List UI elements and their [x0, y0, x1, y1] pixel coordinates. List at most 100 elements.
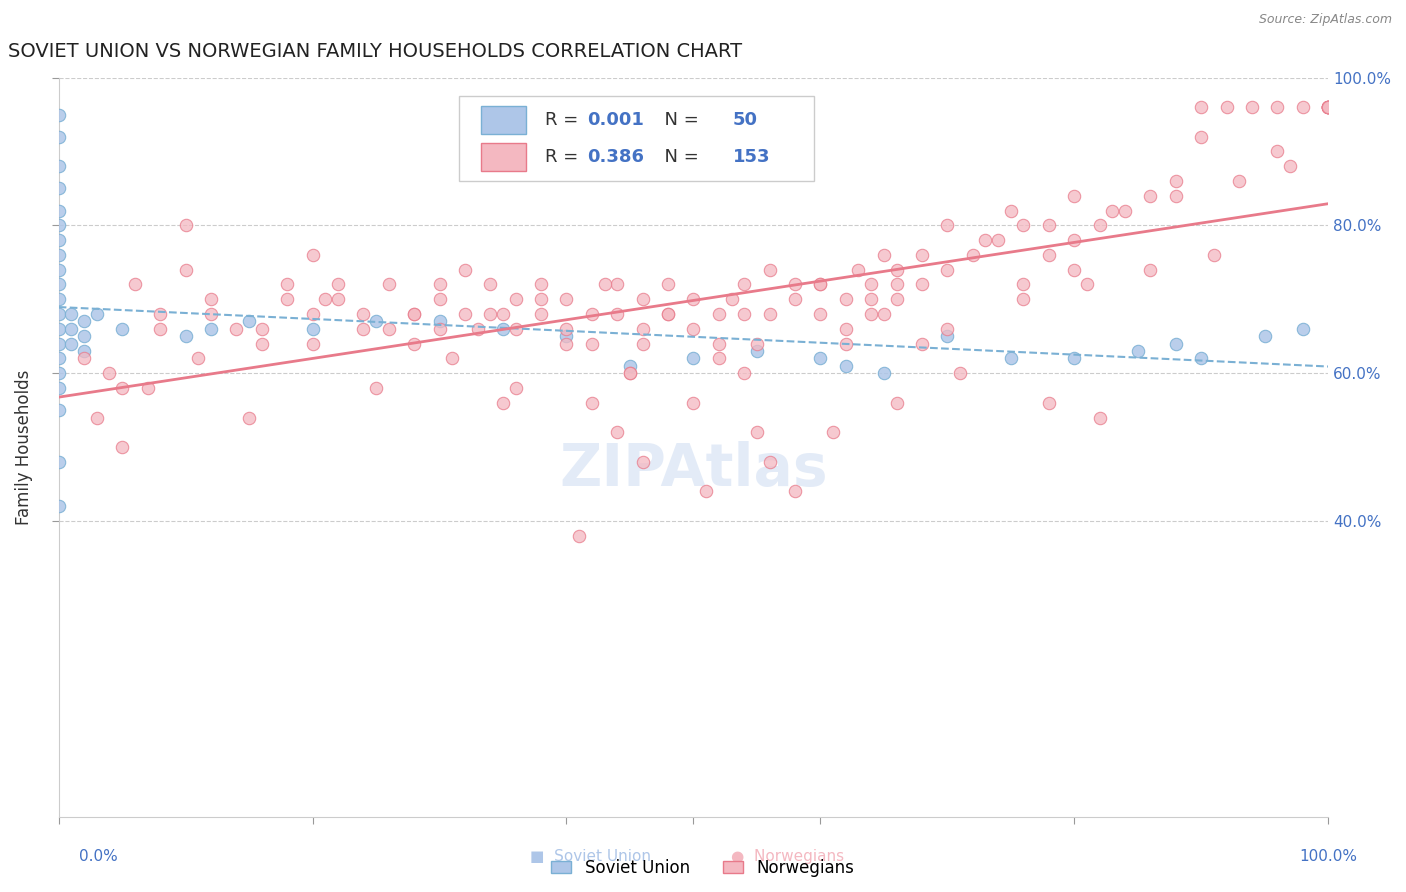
- Point: [707, 351, 730, 366]
- Point: [631, 455, 654, 469]
- Point: [149, 307, 172, 321]
- Point: [530, 277, 553, 292]
- Point: [492, 322, 515, 336]
- Point: [758, 455, 780, 469]
- Point: [720, 293, 742, 307]
- Point: [936, 329, 959, 343]
- Point: [1253, 329, 1275, 343]
- Text: 100.0%: 100.0%: [1299, 849, 1358, 863]
- Text: 0.0%: 0.0%: [79, 849, 118, 863]
- Point: [250, 336, 273, 351]
- Point: [492, 307, 515, 321]
- Point: [1317, 100, 1340, 114]
- Point: [1038, 395, 1060, 409]
- Point: [758, 262, 780, 277]
- Point: [745, 343, 768, 358]
- Point: [808, 277, 831, 292]
- Point: [873, 307, 896, 321]
- Point: [48, 203, 70, 218]
- Point: [1215, 100, 1237, 114]
- FancyBboxPatch shape: [481, 105, 526, 134]
- Point: [657, 277, 679, 292]
- Point: [1063, 233, 1085, 247]
- Y-axis label: Family Households: Family Households: [15, 369, 32, 524]
- Point: [783, 484, 806, 499]
- Point: [631, 322, 654, 336]
- Point: [733, 277, 755, 292]
- Point: [429, 322, 451, 336]
- Point: [98, 366, 121, 380]
- Point: [187, 351, 209, 366]
- Point: [808, 277, 831, 292]
- Point: [936, 322, 959, 336]
- Point: [111, 440, 134, 454]
- Point: [505, 322, 527, 336]
- Point: [1139, 262, 1161, 277]
- Point: [886, 395, 908, 409]
- Point: [352, 322, 374, 336]
- Point: [860, 277, 883, 292]
- Point: [1279, 159, 1302, 173]
- Point: [492, 395, 515, 409]
- Point: [238, 410, 260, 425]
- Point: [1088, 219, 1111, 233]
- Point: [250, 322, 273, 336]
- Point: [1012, 277, 1035, 292]
- Point: [631, 293, 654, 307]
- Point: [581, 336, 603, 351]
- Point: [1076, 277, 1098, 292]
- Point: [200, 307, 222, 321]
- Point: [555, 322, 578, 336]
- Point: [136, 381, 159, 395]
- Point: [682, 395, 704, 409]
- Point: [1164, 189, 1187, 203]
- Point: [987, 233, 1010, 247]
- Point: [1317, 100, 1340, 114]
- Point: [1012, 219, 1035, 233]
- Point: [48, 107, 70, 121]
- Point: [1164, 174, 1187, 188]
- Point: [301, 248, 323, 262]
- Point: [1317, 100, 1340, 114]
- Point: [619, 366, 641, 380]
- Point: [276, 277, 298, 292]
- Point: [783, 293, 806, 307]
- Point: [682, 322, 704, 336]
- Point: [174, 329, 197, 343]
- Point: [1317, 100, 1340, 114]
- Point: [1292, 100, 1315, 114]
- Point: [48, 336, 70, 351]
- Point: [886, 293, 908, 307]
- Point: [200, 293, 222, 307]
- Point: [124, 277, 146, 292]
- Point: [555, 336, 578, 351]
- Point: [454, 262, 477, 277]
- Point: [581, 307, 603, 321]
- Text: ■  Soviet Union: ■ Soviet Union: [530, 849, 651, 863]
- Point: [1114, 203, 1136, 218]
- Point: [1139, 189, 1161, 203]
- Point: [860, 307, 883, 321]
- Point: [1063, 189, 1085, 203]
- Point: [1189, 351, 1212, 366]
- Point: [479, 307, 502, 321]
- Point: [111, 381, 134, 395]
- Point: [301, 307, 323, 321]
- Point: [530, 307, 553, 321]
- Point: [1038, 248, 1060, 262]
- Point: [352, 307, 374, 321]
- Point: [1240, 100, 1263, 114]
- Point: [568, 529, 591, 543]
- Text: 0.001: 0.001: [586, 111, 644, 128]
- Point: [48, 219, 70, 233]
- Point: [886, 262, 908, 277]
- Point: [48, 322, 70, 336]
- Point: [174, 262, 197, 277]
- Point: [823, 425, 845, 440]
- Point: [86, 307, 108, 321]
- Point: [745, 336, 768, 351]
- Point: [505, 293, 527, 307]
- Point: [1063, 351, 1085, 366]
- Point: [695, 484, 717, 499]
- Point: [174, 219, 197, 233]
